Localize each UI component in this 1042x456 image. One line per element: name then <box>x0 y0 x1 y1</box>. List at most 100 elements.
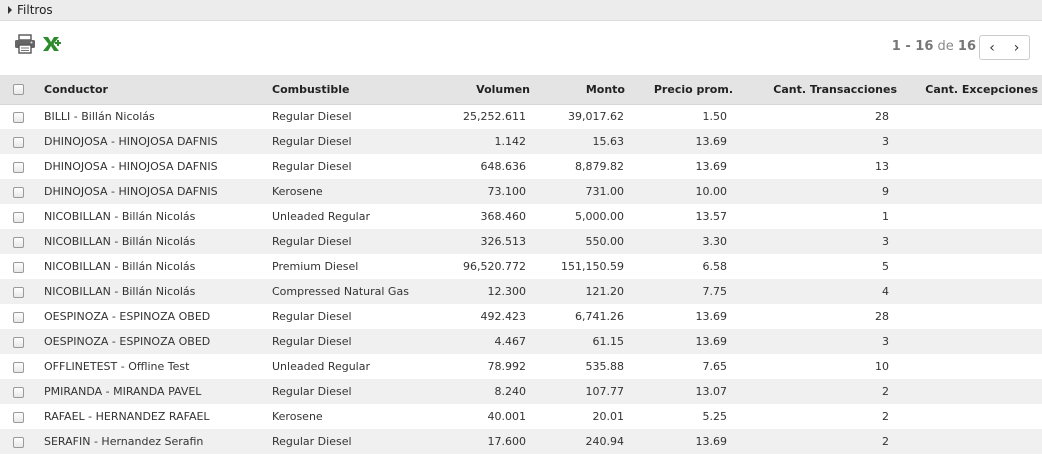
row-select-cell <box>0 304 36 329</box>
select-all-checkbox[interactable] <box>12 84 24 96</box>
table-row[interactable]: NICOBILLAN - Billán Nicolás Regular Diese… <box>0 229 1042 254</box>
cell-conductor: DHINOJOSA - HINOJOSA DAFNIS <box>44 185 218 198</box>
row-select-cell <box>0 354 36 379</box>
cell-monto: 8,879.82 <box>575 160 624 173</box>
cell-conductor: NICOBILLAN - Billán Nicolás <box>44 210 196 223</box>
row-checkbox[interactable] <box>12 436 24 448</box>
cell-excepciones <box>899 129 1042 154</box>
cell-conductor: PMIRANDA - MIRANDA PAVEL <box>44 385 202 398</box>
cell-monto: 535.88 <box>585 360 625 373</box>
cell-combustible: Regular Diesel <box>272 135 352 148</box>
pager-prev-button[interactable]: ‹ <box>979 35 1005 60</box>
cell-volumen: 648.636 <box>480 160 527 173</box>
table-row[interactable]: BILLI - Billán Nicolás Regular Diesel 25,2… <box>0 104 1042 129</box>
row-checkbox[interactable] <box>12 111 24 123</box>
cell-excepciones <box>899 204 1042 229</box>
table-row[interactable]: DHINOJOSA - HINOJOSA DAFNIS Kerosene 73.10… <box>0 179 1042 204</box>
cell-transacciones: 2 <box>882 435 889 448</box>
header-excepciones[interactable]: Cant. Excepciones <box>899 75 1042 105</box>
table-row[interactable]: DHINOJOSA - HINOJOSA DAFNIS Regular Diese… <box>0 154 1042 179</box>
cell-conductor: DHINOJOSA - HINOJOSA DAFNIS <box>44 135 218 148</box>
row-checkbox[interactable] <box>12 286 24 298</box>
cell-excepciones <box>899 404 1042 429</box>
cell-conductor: OESPINOZA - ESPINOZA OBED <box>44 310 211 323</box>
cell-precio: 6.58 <box>702 260 728 273</box>
cell-combustible: Compressed Natural Gas <box>272 285 409 298</box>
table-row[interactable]: NICOBILLAN - Billán Nicolás Premium Diese… <box>0 254 1042 279</box>
cell-conductor: OESPINOZA - ESPINOZA OBED <box>44 335 211 348</box>
table-row[interactable]: PMIRANDA - MIRANDA PAVEL Regular Diesel 8.… <box>0 379 1042 404</box>
cell-excepciones <box>899 154 1042 179</box>
cell-volumen: 40.001 <box>487 410 527 423</box>
row-select-cell <box>0 379 36 404</box>
table-row[interactable]: OFFLINETEST - Offline Test Unleaded Regul… <box>0 354 1042 379</box>
cell-conductor: NICOBILLAN - Billán Nicolás <box>44 260 196 273</box>
row-checkbox[interactable] <box>12 336 24 348</box>
filters-toggle[interactable]: Filtros <box>8 3 53 17</box>
row-checkbox[interactable] <box>12 261 24 273</box>
cell-volumen: 1.142 <box>494 135 527 148</box>
cell-volumen: 73.100 <box>487 185 527 198</box>
row-checkbox[interactable] <box>12 186 24 198</box>
row-checkbox[interactable] <box>12 236 24 248</box>
cell-transacciones: 13 <box>875 160 889 173</box>
row-select-cell <box>0 329 36 354</box>
row-select-cell <box>0 404 36 429</box>
cell-monto: 15.63 <box>592 135 625 148</box>
cell-precio: 5.25 <box>702 410 728 423</box>
header-precio[interactable]: Precio prom. <box>630 75 737 105</box>
pager-range: 1 - 16 <box>891 39 934 54</box>
cell-transacciones: 9 <box>882 185 889 198</box>
pager-next-button[interactable]: › <box>1004 35 1030 60</box>
cell-volumen: 8.240 <box>494 385 527 398</box>
header-monto[interactable]: Monto <box>536 75 630 105</box>
cell-monto: 107.77 <box>585 385 625 398</box>
cell-precio: 1.50 <box>702 110 728 124</box>
row-select-cell <box>0 154 36 179</box>
table-header-row: Conductor Combustible Volumen Monto Prec… <box>0 75 1042 105</box>
cell-precio: 13.69 <box>695 135 728 148</box>
header-combustible[interactable]: Combustible <box>265 75 432 105</box>
header-transacciones[interactable]: Cant. Transacciones <box>737 75 899 105</box>
table-row[interactable]: NICOBILLAN - Billán Nicolás Unleaded Regu… <box>0 204 1042 229</box>
cell-precio: 13.69 <box>695 435 728 448</box>
table-row[interactable]: RAFAEL - HERNANDEZ RAFAEL Kerosene 40.001 2… <box>0 404 1042 429</box>
row-checkbox[interactable] <box>12 311 24 323</box>
cell-monto: 6,741.26 <box>575 310 624 323</box>
printer-icon[interactable] <box>14 34 36 54</box>
select-all-cell <box>0 75 36 105</box>
cell-excepciones <box>899 379 1042 404</box>
table-row[interactable]: SERAFIN - Hernandez Serafin Regular Diese… <box>0 429 1042 454</box>
cell-combustible: Regular Diesel <box>272 310 352 323</box>
cell-transacciones: 3 <box>882 335 889 348</box>
table-row[interactable]: DHINOJOSA - HINOJOSA DAFNIS Regular Diese… <box>0 129 1042 154</box>
row-checkbox[interactable] <box>12 411 24 423</box>
results-table: Conductor Combustible Volumen Monto Prec… <box>0 75 1042 454</box>
cell-combustible: Regular Diesel <box>272 435 352 448</box>
cell-monto: 39,017.62 <box>568 110 624 124</box>
row-checkbox[interactable] <box>12 161 24 173</box>
header-conductor[interactable]: Conductor <box>36 75 265 105</box>
row-checkbox[interactable] <box>12 211 24 223</box>
cell-transacciones: 3 <box>882 235 889 248</box>
cell-transacciones: 28 <box>875 110 889 124</box>
cell-precio: 13.57 <box>695 210 728 223</box>
cell-excepciones <box>899 229 1042 254</box>
chevron-right-icon: › <box>1013 39 1020 56</box>
cell-monto: 20.01 <box>592 410 625 423</box>
excel-export-icon[interactable] <box>40 33 62 55</box>
cell-precio: 13.07 <box>695 385 728 398</box>
cell-monto: 151,150.59 <box>561 260 624 273</box>
table-row[interactable]: NICOBILLAN - Billán Nicolás Compressed Na… <box>0 279 1042 304</box>
cell-volumen: 368.460 <box>480 210 527 223</box>
cell-combustible: Unleaded Regular <box>272 210 371 223</box>
table-row[interactable]: OESPINOZA - ESPINOZA OBED Regular Diesel 4… <box>0 329 1042 354</box>
cell-excepciones <box>899 179 1042 204</box>
table-row[interactable]: OESPINOZA - ESPINOZA OBED Regular Diesel 4… <box>0 304 1042 329</box>
row-checkbox[interactable] <box>12 361 24 373</box>
header-volumen[interactable]: Volumen <box>432 75 536 105</box>
row-checkbox[interactable] <box>12 386 24 398</box>
row-checkbox[interactable] <box>12 136 24 148</box>
filters-label: Filtros <box>17 3 53 17</box>
cell-excepciones <box>899 429 1042 454</box>
